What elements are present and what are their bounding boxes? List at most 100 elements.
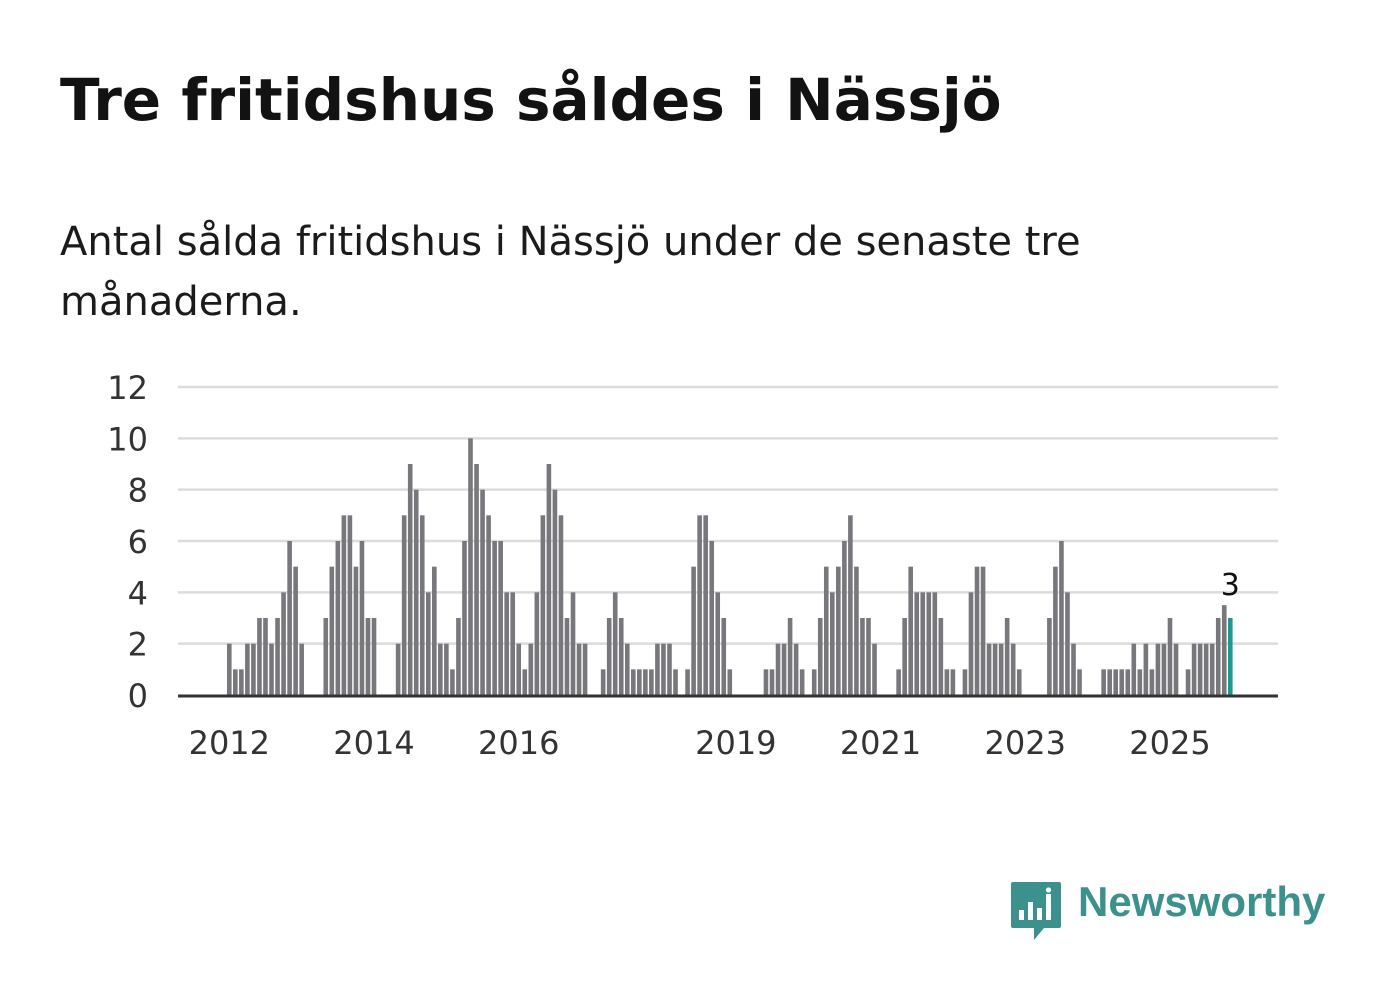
bar [775, 643, 781, 695]
bar [564, 618, 570, 695]
bar [1149, 669, 1155, 695]
bars: 3 [227, 438, 1240, 695]
bar [612, 592, 618, 695]
bar [293, 566, 298, 695]
bar [468, 438, 473, 695]
bar [347, 515, 353, 695]
bar [691, 566, 696, 695]
bar [1203, 643, 1209, 695]
x-tick-label: 2014 [333, 724, 414, 762]
bar [1137, 669, 1143, 695]
bar [799, 669, 805, 695]
brand-logo[interactable]: Newsworthy [1010, 878, 1330, 942]
bar [528, 643, 534, 695]
bar [353, 566, 359, 695]
bar [281, 592, 286, 695]
bar [233, 669, 238, 695]
y-tick-label: 0 [128, 677, 148, 715]
brand-name: Newsworthy [1078, 878, 1326, 925]
bar [908, 566, 913, 695]
x-tick-label: 2023 [985, 724, 1066, 762]
bar [1047, 618, 1052, 695]
bar [504, 592, 509, 695]
bar [1209, 643, 1215, 695]
y-tick-label: 4 [128, 574, 148, 612]
bar [606, 618, 612, 695]
x-tick-label: 2012 [189, 724, 270, 762]
bar [359, 541, 365, 695]
x-axis-labels: 2012 2014 2016 2019 2021 2023 2025 [189, 724, 1211, 762]
bar [546, 464, 552, 695]
bar [407, 464, 413, 695]
chart-subtitle: Antal sålda fritidshus i Nässjö under de… [60, 219, 1081, 325]
bar [498, 541, 503, 695]
bar [432, 566, 437, 695]
bar [1125, 669, 1131, 695]
bar [842, 541, 847, 695]
bar [1010, 643, 1016, 695]
bar [576, 643, 582, 695]
bar-chart-speech-bubble-icon [1011, 882, 1061, 940]
bar [287, 541, 292, 695]
bar [1167, 618, 1173, 695]
bar [263, 618, 268, 695]
bar [540, 515, 546, 695]
bar [395, 643, 401, 695]
bar [624, 643, 630, 695]
bar [992, 643, 998, 695]
bar [637, 669, 642, 695]
bar [474, 464, 479, 695]
x-tick-label: 2025 [1129, 724, 1210, 762]
bar [450, 669, 455, 695]
bar [335, 541, 341, 695]
bar [1173, 643, 1179, 695]
bar [793, 643, 799, 695]
bar [492, 541, 497, 695]
bar [866, 618, 871, 695]
bar [968, 592, 974, 695]
bar [1197, 643, 1203, 695]
bar [1119, 669, 1125, 695]
bar [697, 515, 702, 695]
bar [763, 669, 769, 695]
bar [534, 592, 540, 695]
bar [245, 643, 250, 695]
bar [419, 515, 425, 695]
x-tick-label: 2019 [695, 724, 776, 762]
bar [1143, 643, 1149, 695]
bar [570, 592, 576, 695]
bar [516, 643, 522, 695]
bar [239, 669, 244, 695]
bar [1191, 643, 1197, 695]
bar [974, 566, 980, 695]
bar [631, 669, 636, 695]
bar [444, 643, 449, 695]
bar [1131, 643, 1137, 695]
bar [558, 515, 564, 695]
highlighted-bar [1227, 618, 1233, 695]
bar [836, 566, 841, 695]
bar [1107, 669, 1112, 695]
bar [486, 515, 491, 695]
bar [1077, 669, 1082, 695]
bar [1053, 566, 1058, 695]
bar [1059, 541, 1064, 695]
bar [727, 669, 733, 695]
bar [944, 669, 950, 695]
y-tick-label: 12 [107, 369, 148, 407]
bar [830, 592, 835, 695]
bar [896, 669, 901, 695]
bar [926, 592, 932, 695]
bar [438, 643, 443, 695]
bar [932, 592, 938, 695]
bar [227, 643, 232, 695]
bar [425, 592, 431, 695]
bar [986, 643, 992, 695]
bar [860, 618, 865, 695]
bar [1185, 669, 1191, 695]
bar [480, 489, 485, 695]
bar [703, 515, 708, 695]
bar [817, 618, 823, 695]
bar [401, 515, 407, 695]
